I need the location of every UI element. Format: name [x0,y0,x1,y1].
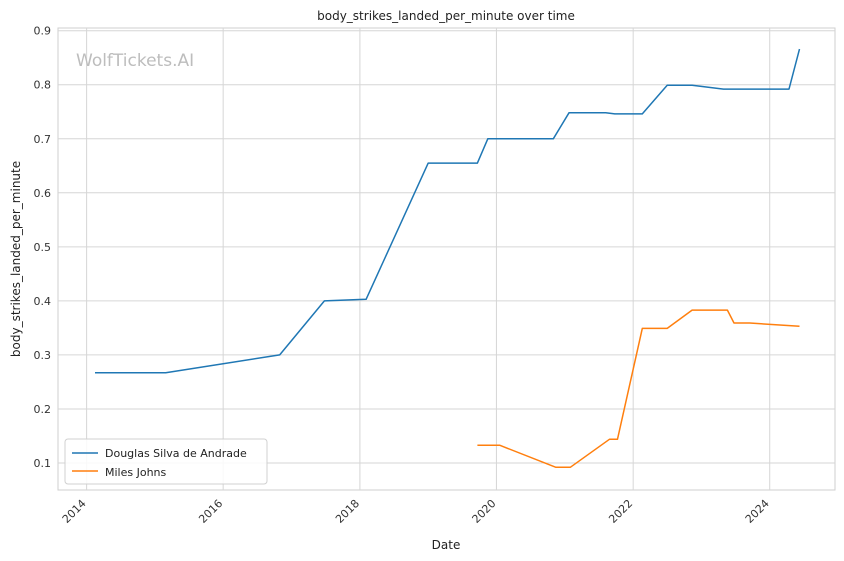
x-tick-label: 2016 [196,497,225,526]
y-tick-label: 0.1 [34,457,52,470]
grid [58,28,835,490]
legend-label-miles: Miles Johns [105,466,167,479]
y-tick-label: 0.2 [34,403,52,416]
y-tick-label: 0.7 [34,133,52,146]
x-axis-label: Date [432,538,461,552]
plot-area [57,27,836,491]
x-tick-label: 2014 [60,497,89,526]
series-layer [95,48,801,469]
legend-label-douglas: Douglas Silva de Andrade [105,447,247,460]
x-tick-labels: 2014 2016 2018 2020 2022 2024 [60,497,772,526]
y-tick-label: 0.5 [34,241,52,254]
x-tick-label: 2020 [470,497,499,526]
y-tick-label: 0.6 [34,187,52,200]
y-tick-label: 0.9 [34,25,52,38]
y-tick-label: 0.3 [34,349,52,362]
legend-box [64,438,268,485]
y-tick-labels: 0.1 0.2 0.3 0.4 0.5 0.6 0.7 0.8 0.9 [34,25,52,470]
x-tick-label: 2024 [743,497,772,526]
watermark: WolfTickets.AI [76,51,194,71]
y-tick-label: 0.8 [34,79,52,92]
legend: Douglas Silva de Andrade Miles Johns [64,438,268,485]
x-tick-label: 2018 [333,497,362,526]
y-axis-label: body_strikes_landed_per_minute [9,161,23,357]
y-tick-label: 0.4 [34,295,52,308]
series-line-miles-johns [477,309,800,469]
chart-title: body_strikes_landed_per_minute over time [317,9,575,23]
series-line-douglas-silva-de-andrade [95,48,801,374]
x-tick-label: 2022 [606,497,635,526]
